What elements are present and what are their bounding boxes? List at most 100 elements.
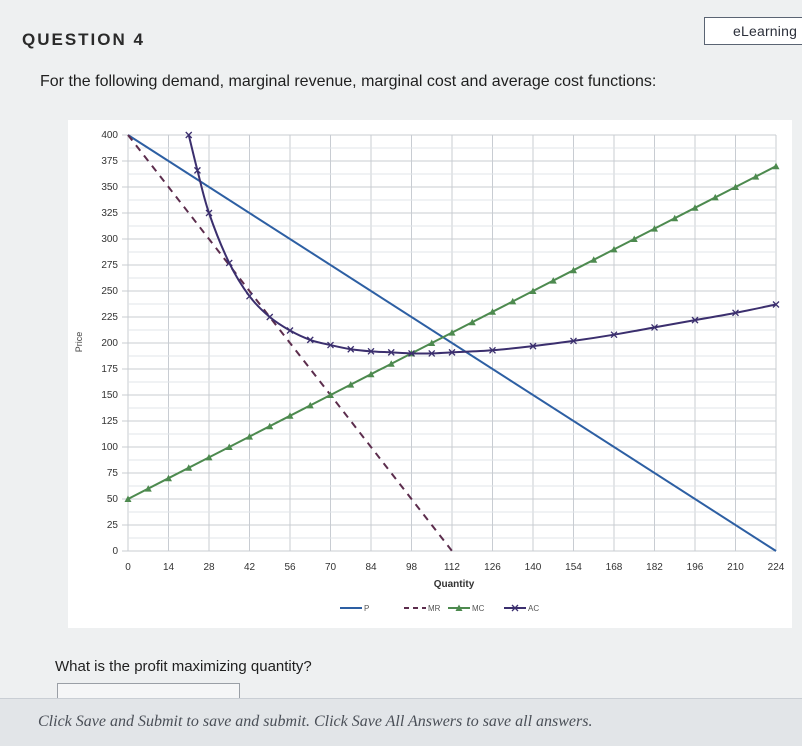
ac-point [205,209,213,217]
ac-point [570,337,577,345]
y-tick-label: 175 [101,364,118,375]
mc-point [468,318,476,326]
chart-series [124,131,780,552]
elearning-logo[interactable]: eLearning [704,17,802,45]
ac-point [327,341,334,349]
y-tick-label: 325 [101,208,118,219]
y-tick-label: 225 [101,312,118,323]
legend-label-ac: AC [528,604,539,613]
ac-point [529,342,537,350]
mc-point [772,162,780,170]
mc-point [205,453,213,461]
save-and-submit-link[interactable]: Save and Submit [75,713,183,730]
legend-marker-mc [455,604,463,611]
legend-marker-ac [511,604,519,612]
mc-point [570,266,577,274]
mc-point [246,433,253,440]
x-tick-label: 196 [687,562,704,573]
mc-point [732,183,739,190]
y-tick-label: 50 [107,494,119,505]
x-tick-label: 28 [203,562,215,573]
mc-point [671,214,679,222]
mc-point [651,225,658,232]
y-tick-label: 25 [107,520,119,531]
mc-point [225,443,233,450]
ac-point [347,345,355,353]
ac-point [448,348,456,356]
mc-point [489,308,496,315]
x-tick-label: 210 [727,562,744,573]
mc-point [306,401,314,409]
mc-point [327,391,334,398]
y-tick-label: 250 [101,286,118,297]
ac-point [772,301,780,308]
x-tick-label: 84 [365,562,377,573]
ac-point [185,131,193,139]
save-all-answers-link[interactable]: Save All Answers [351,713,463,730]
x-tick-label: 98 [406,562,418,573]
x-axis-ticks: 0 14 28 42 56 70 84 98 112 126 140 154 168 182 196 210 2… [125,562,785,573]
chart-legend: P MR MC AC [340,604,539,613]
ac-point [266,313,274,321]
y-tick-label: 75 [107,468,119,479]
mc-point [549,277,557,284]
x-tick-label: 112 [444,562,460,573]
mc-point [387,360,395,367]
mc-point [428,339,436,346]
ac-point [387,348,395,356]
mc-point [529,287,537,294]
ac-point [193,166,201,174]
y-tick-label: 150 [101,390,118,401]
x-tick-label: 42 [244,562,256,573]
mc-point [144,485,152,492]
x-tick-label: 126 [484,562,501,573]
question-title: QUESTION 4 [22,30,145,49]
mc-point [752,173,760,180]
mc-point [185,464,193,471]
x-tick-label: 154 [565,562,582,573]
legend-label-mc: MC [472,604,485,613]
ac-point [489,346,496,354]
cost-revenue-chart: 0 14 28 42 56 70 84 98 112 126 140 154 168 182 196 210 2… [74,130,785,613]
footer-instructions: Click Save and Submit to save and submit… [38,713,592,731]
legend-label-mr: MR [428,604,441,613]
ac-point [732,309,739,317]
y-tick-label: 350 [101,182,118,193]
ac-point [286,327,294,334]
mc-point [509,297,517,305]
mc-point [347,381,355,388]
y-tick-label: 100 [101,442,118,453]
series-line-ac [187,134,777,355]
mc-point [691,204,699,211]
y-tick-label: 400 [101,130,118,141]
mc-point [165,474,172,482]
x-tick-label: 0 [125,562,131,573]
question-prompt: For the following demand, marginal reven… [40,73,657,90]
y-tick-label: 200 [101,338,118,349]
series-line-p [127,134,777,552]
mc-point [448,329,456,336]
series-mr [127,134,453,552]
mc-point [610,245,618,253]
x-tick-label: 14 [163,562,175,573]
x-tick-label: 56 [284,562,296,573]
ac-point [306,336,314,344]
question-text: What is the profit maximizing quantity? [55,658,312,675]
x-tick-label: 182 [646,562,663,573]
x-tick-label: 70 [325,562,337,573]
y-tick-label: 275 [101,260,118,271]
x-tick-label: 168 [606,562,623,573]
x-axis-label: Quantity [434,579,475,590]
ac-point [691,316,699,324]
footer-bar [0,698,802,746]
y-tick-label: 125 [101,416,118,427]
mc-point [711,193,719,201]
ac-point [367,347,375,355]
ac-point [246,292,253,300]
mc-point [266,422,274,430]
ac-point [428,349,436,357]
ac-point [408,349,415,357]
ac-point [651,323,658,331]
ac-point [610,331,618,339]
footer-text-1: Click [38,713,76,730]
